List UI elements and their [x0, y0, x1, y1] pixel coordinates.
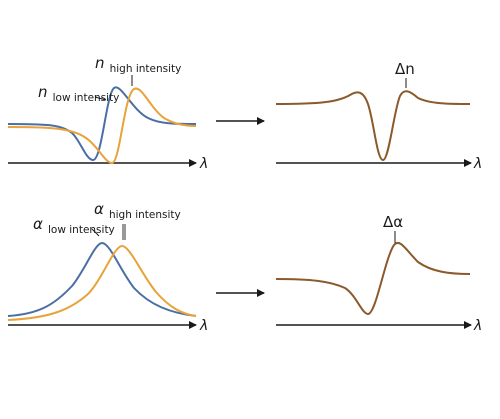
axis-label-lambda-bottom-right: λ — [473, 318, 482, 334]
label-n-low-intensity: n low intensity — [38, 82, 119, 104]
pointer-alpha-low — [91, 228, 100, 237]
label-delta-n: Δn — [395, 60, 415, 78]
label-n-low-symbol: n — [38, 83, 48, 101]
curve-n-high-intensity — [7, 87, 197, 165]
curve-delta-alpha — [275, 242, 471, 316]
axis-label-lambda-bottom-left: λ — [199, 318, 208, 334]
panel-top-left: λ n low intensity n high intensity — [7, 53, 208, 172]
label-alpha-low-intensity: α low intensity — [33, 214, 115, 236]
panel-top-right: λ Δn — [275, 60, 482, 172]
label-alpha-high-subscript: high intensity — [109, 209, 181, 221]
curve-alpha-low-intensity — [7, 241, 197, 317]
label-n-high-intensity: n high intensity — [95, 53, 181, 75]
pointer-n-low — [94, 96, 107, 101]
label-n-high-subscript: high intensity — [110, 63, 182, 75]
label-delta-alpha: Δα — [383, 213, 403, 231]
label-alpha-high-intensity: α high intensity — [94, 199, 181, 221]
label-n-low-subscript: low intensity — [53, 92, 120, 104]
panel-bottom-left: λ α low intensity α high intensity — [7, 199, 208, 334]
label-alpha-high-symbol: α — [94, 200, 104, 218]
curve-alpha-high-intensity — [7, 244, 197, 321]
axis-label-lambda: λ — [199, 156, 208, 172]
label-alpha-low-subscript: low intensity — [48, 224, 115, 236]
curve-delta-n — [275, 90, 471, 162]
label-n-high-symbol: n — [95, 54, 105, 72]
axis-label-lambda-top-right: λ — [473, 156, 482, 172]
label-alpha-low-symbol: α — [33, 215, 43, 233]
panel-bottom-right: λ Δα — [275, 213, 482, 334]
